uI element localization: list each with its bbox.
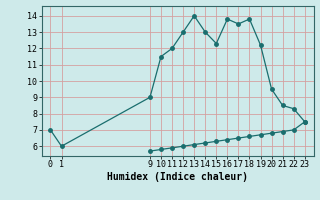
X-axis label: Humidex (Indice chaleur): Humidex (Indice chaleur) xyxy=(107,172,248,182)
